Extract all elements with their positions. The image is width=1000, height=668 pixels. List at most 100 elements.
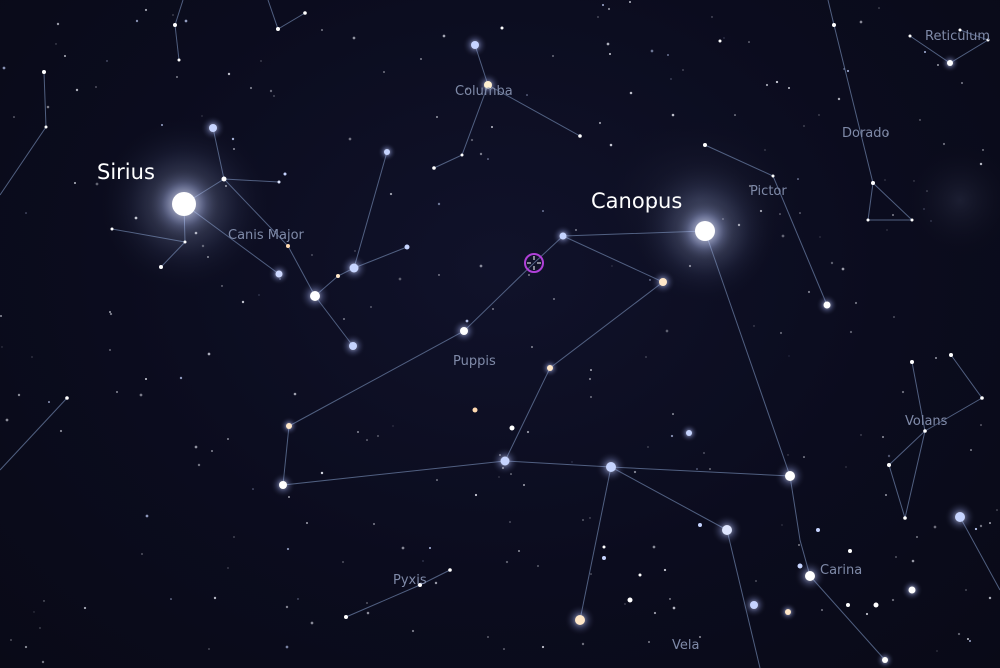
faint-star <box>966 637 970 641</box>
faint-star <box>652 545 656 549</box>
faint-star <box>201 115 203 117</box>
faint-star <box>366 602 368 604</box>
star <box>277 180 281 184</box>
faint-star <box>366 439 368 441</box>
star-label-canopus[interactable]: Canopus <box>591 189 683 213</box>
star <box>460 153 464 157</box>
faint-star <box>59 429 63 433</box>
faint-star <box>803 125 805 127</box>
star <box>703 143 707 147</box>
constellation-label-reticulum[interactable]: Reticulum <box>925 29 991 44</box>
faint-star <box>170 598 172 600</box>
star <box>955 512 965 522</box>
faint-star <box>895 556 897 558</box>
faint-star <box>841 267 845 271</box>
faint-star <box>797 178 799 180</box>
faint-star <box>258 294 260 296</box>
faint-star <box>285 645 289 649</box>
faint-star <box>965 589 967 591</box>
faint-star <box>184 19 188 23</box>
faint-star <box>799 212 801 214</box>
faint-star <box>980 424 982 426</box>
faint-star <box>982 149 984 151</box>
faint-star <box>759 209 763 213</box>
faint-star <box>438 274 440 276</box>
star <box>882 657 888 663</box>
faint-star <box>837 97 841 101</box>
star <box>209 124 217 132</box>
star <box>173 23 177 27</box>
faint-star <box>437 202 441 206</box>
star <box>279 481 287 489</box>
faint-star <box>787 86 791 90</box>
faint-star <box>523 484 525 486</box>
star-label-sirius[interactable]: Sirius <box>97 160 155 184</box>
faint-star <box>436 479 438 481</box>
faint-star <box>95 86 97 88</box>
faint-star <box>672 413 674 415</box>
faint-star <box>542 210 544 212</box>
faint-star <box>288 496 290 498</box>
faint-star <box>698 635 702 639</box>
constellation-label-carina[interactable]: Carina <box>820 563 863 578</box>
faint-star <box>667 54 669 56</box>
faint-star <box>878 7 880 9</box>
constellation-line <box>0 397 68 471</box>
faint-star <box>24 645 28 649</box>
faint-star <box>208 648 210 650</box>
star <box>578 134 582 138</box>
faint-star <box>602 4 604 6</box>
faint-star <box>901 390 905 394</box>
faint-star <box>17 393 21 397</box>
constellation-label-pictor[interactable]: Pictor <box>750 184 787 199</box>
target-reticle-icon[interactable] <box>523 252 543 272</box>
faint-star <box>370 306 372 308</box>
faint-star <box>598 121 602 125</box>
star <box>871 181 875 185</box>
faint-star <box>233 148 235 150</box>
constellation-line <box>174 24 180 61</box>
star <box>980 396 984 400</box>
faint-star <box>31 356 33 358</box>
faint-star <box>629 1 631 3</box>
faint-star <box>696 468 698 470</box>
faint-star <box>241 300 245 304</box>
faint-star <box>474 493 478 497</box>
faint-star <box>624 603 626 605</box>
constellation-label-columba[interactable]: Columba <box>455 84 513 99</box>
faint-star <box>821 609 823 611</box>
star <box>472 407 478 413</box>
faint-star <box>109 349 111 351</box>
star <box>805 571 815 581</box>
constellation-label-canis-major[interactable]: Canis Major <box>228 228 304 243</box>
faint-star <box>670 434 674 438</box>
star <box>283 172 287 176</box>
star <box>418 583 422 587</box>
faint-star <box>609 143 613 147</box>
constellation-label-puppis[interactable]: Puppis <box>453 354 496 369</box>
constellation-label-vela[interactable]: Vela <box>672 638 700 653</box>
constellation-line <box>579 466 612 621</box>
constellation-label-pyxis[interactable]: Pyxis <box>393 573 427 588</box>
star <box>44 125 48 129</box>
faint-star <box>608 52 612 56</box>
faint-star <box>25 212 27 214</box>
faint-star <box>297 598 299 600</box>
faint-star <box>207 256 209 258</box>
star <box>785 609 791 615</box>
constellation-label-volans[interactable]: Volans <box>905 414 948 429</box>
faint-star <box>970 449 972 451</box>
constellation-label-dorado[interactable]: Dorado <box>842 126 890 141</box>
star <box>750 601 758 609</box>
faint-star <box>311 254 313 256</box>
faint-star <box>531 346 533 348</box>
faint-star <box>590 396 592 398</box>
faint-star <box>465 319 469 323</box>
faint-star <box>213 596 217 600</box>
faint-star <box>926 190 928 192</box>
star <box>559 232 567 240</box>
faint-star <box>930 220 932 222</box>
star <box>344 615 348 619</box>
